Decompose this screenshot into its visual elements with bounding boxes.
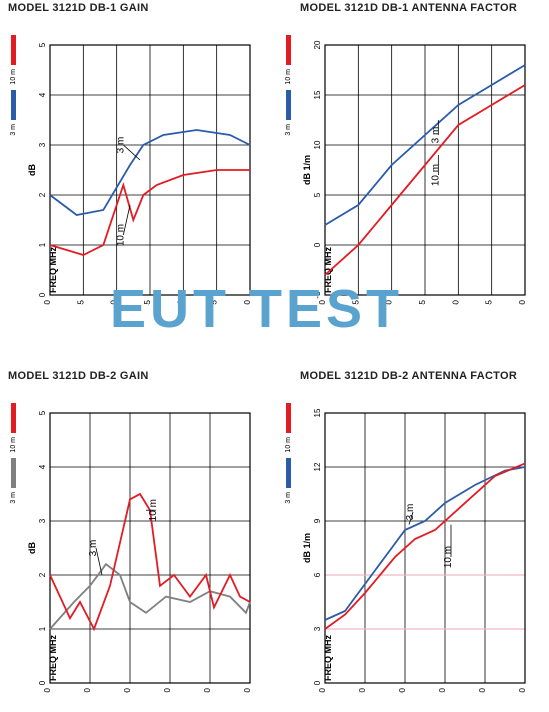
- svg-text:10 m: 10 m: [430, 164, 441, 186]
- chart-title: MODEL 3121D DB-1 GAIN: [8, 2, 149, 14]
- svg-text:0: 0: [38, 292, 47, 297]
- svg-text:2: 2: [38, 572, 47, 577]
- svg-text:130: 130: [203, 687, 212, 693]
- svg-text:0: 0: [38, 680, 47, 685]
- svg-text:110: 110: [163, 687, 172, 693]
- svg-text:5: 5: [313, 192, 322, 197]
- svg-text:10: 10: [313, 140, 322, 149]
- svg-text:3: 3: [38, 518, 47, 523]
- legend-item: 10 m: [10, 35, 17, 85]
- svg-text:10 m: 10 m: [443, 546, 454, 568]
- svg-text:3: 3: [313, 626, 322, 631]
- legend-item: 3 m: [285, 458, 292, 504]
- svg-text:FREQ MHz: FREQ MHz: [48, 247, 58, 293]
- svg-text:dB 1/m: dB 1/m: [302, 533, 312, 563]
- svg-text:150: 150: [243, 687, 252, 693]
- svg-text:35: 35: [76, 299, 85, 305]
- svg-text:2: 2: [38, 192, 47, 197]
- svg-text:55: 55: [485, 299, 494, 305]
- chart-gain2: 0 1 2 3 4 5 50 70 90 110 130 150 FREQ MHz dB 3 m 10 m: [25, 393, 255, 693]
- svg-text:dB: dB: [27, 164, 37, 176]
- legend-item: 10 m: [285, 403, 292, 453]
- svg-text:60: 60: [518, 299, 527, 305]
- svg-text:1: 1: [38, 626, 47, 631]
- svg-text:10 m: 10 m: [148, 499, 159, 521]
- series-10m: [325, 463, 525, 629]
- svg-text:50: 50: [451, 299, 460, 305]
- svg-text:45: 45: [418, 299, 427, 305]
- svg-text:15: 15: [313, 90, 322, 99]
- svg-text:50: 50: [318, 687, 327, 693]
- svg-text:6: 6: [313, 572, 322, 577]
- svg-text:12: 12: [313, 462, 322, 471]
- svg-text:70: 70: [83, 687, 92, 693]
- svg-text:FREQ MHz: FREQ MHz: [323, 635, 333, 681]
- svg-text:0: 0: [313, 242, 322, 247]
- svg-text:110: 110: [438, 687, 447, 693]
- svg-text:5: 5: [38, 410, 47, 415]
- svg-text:3: 3: [38, 142, 47, 147]
- svg-text:5: 5: [38, 42, 47, 47]
- svg-text:dB 1/m: dB 1/m: [302, 155, 312, 185]
- svg-text:30: 30: [43, 299, 52, 305]
- svg-text:3 m: 3 m: [115, 137, 126, 154]
- svg-text:4: 4: [38, 464, 47, 469]
- svg-text:10 m: 10 m: [115, 224, 126, 246]
- legend-item: 3 m: [10, 90, 17, 136]
- svg-text:3 m: 3 m: [88, 540, 99, 557]
- svg-text:90: 90: [398, 687, 407, 693]
- svg-text:50: 50: [43, 687, 52, 693]
- legend-item: 10 m: [285, 35, 292, 85]
- svg-text:70: 70: [358, 687, 367, 693]
- svg-text:dB: dB: [27, 542, 37, 554]
- svg-text:0: 0: [313, 680, 322, 685]
- legend-item: 3 m: [10, 458, 17, 504]
- svg-text:15: 15: [313, 408, 322, 417]
- series-3m: [325, 467, 525, 620]
- svg-text:130: 130: [478, 687, 487, 693]
- legend-item: 3 m: [285, 90, 292, 136]
- svg-text:20: 20: [313, 40, 322, 49]
- svg-text:150: 150: [518, 687, 527, 693]
- chart-gain1: 01234530354045505560FREQ MHzdB3 m10 m: [25, 25, 255, 305]
- watermark-text: EUT TEST: [110, 278, 403, 340]
- svg-text:3 m: 3 m: [405, 504, 416, 521]
- svg-text:90: 90: [123, 687, 132, 693]
- chart-af2: 0 3 6 9 12 15 50 70 90 110 130 150 FREQ MHz dB 1/m 3 m…: [300, 393, 530, 693]
- svg-text:4: 4: [38, 92, 47, 97]
- svg-text:1: 1: [38, 242, 47, 247]
- chart-title: MODEL 3121D DB-1 ANTENNA FACTOR: [300, 2, 517, 14]
- chart-title: MODEL 3121D DB-2 GAIN: [8, 370, 149, 382]
- svg-text:FREQ MHz: FREQ MHz: [48, 635, 58, 681]
- svg-text:9: 9: [313, 518, 322, 523]
- legend-item: 10 m: [10, 403, 17, 453]
- chart-title: MODEL 3121D DB-2 ANTENNA FACTOR: [300, 370, 517, 382]
- chart-af1: -50510152030354045505560FREQ MHzdB 1/m3 …: [300, 25, 530, 305]
- svg-text:3 m: 3 m: [430, 127, 441, 144]
